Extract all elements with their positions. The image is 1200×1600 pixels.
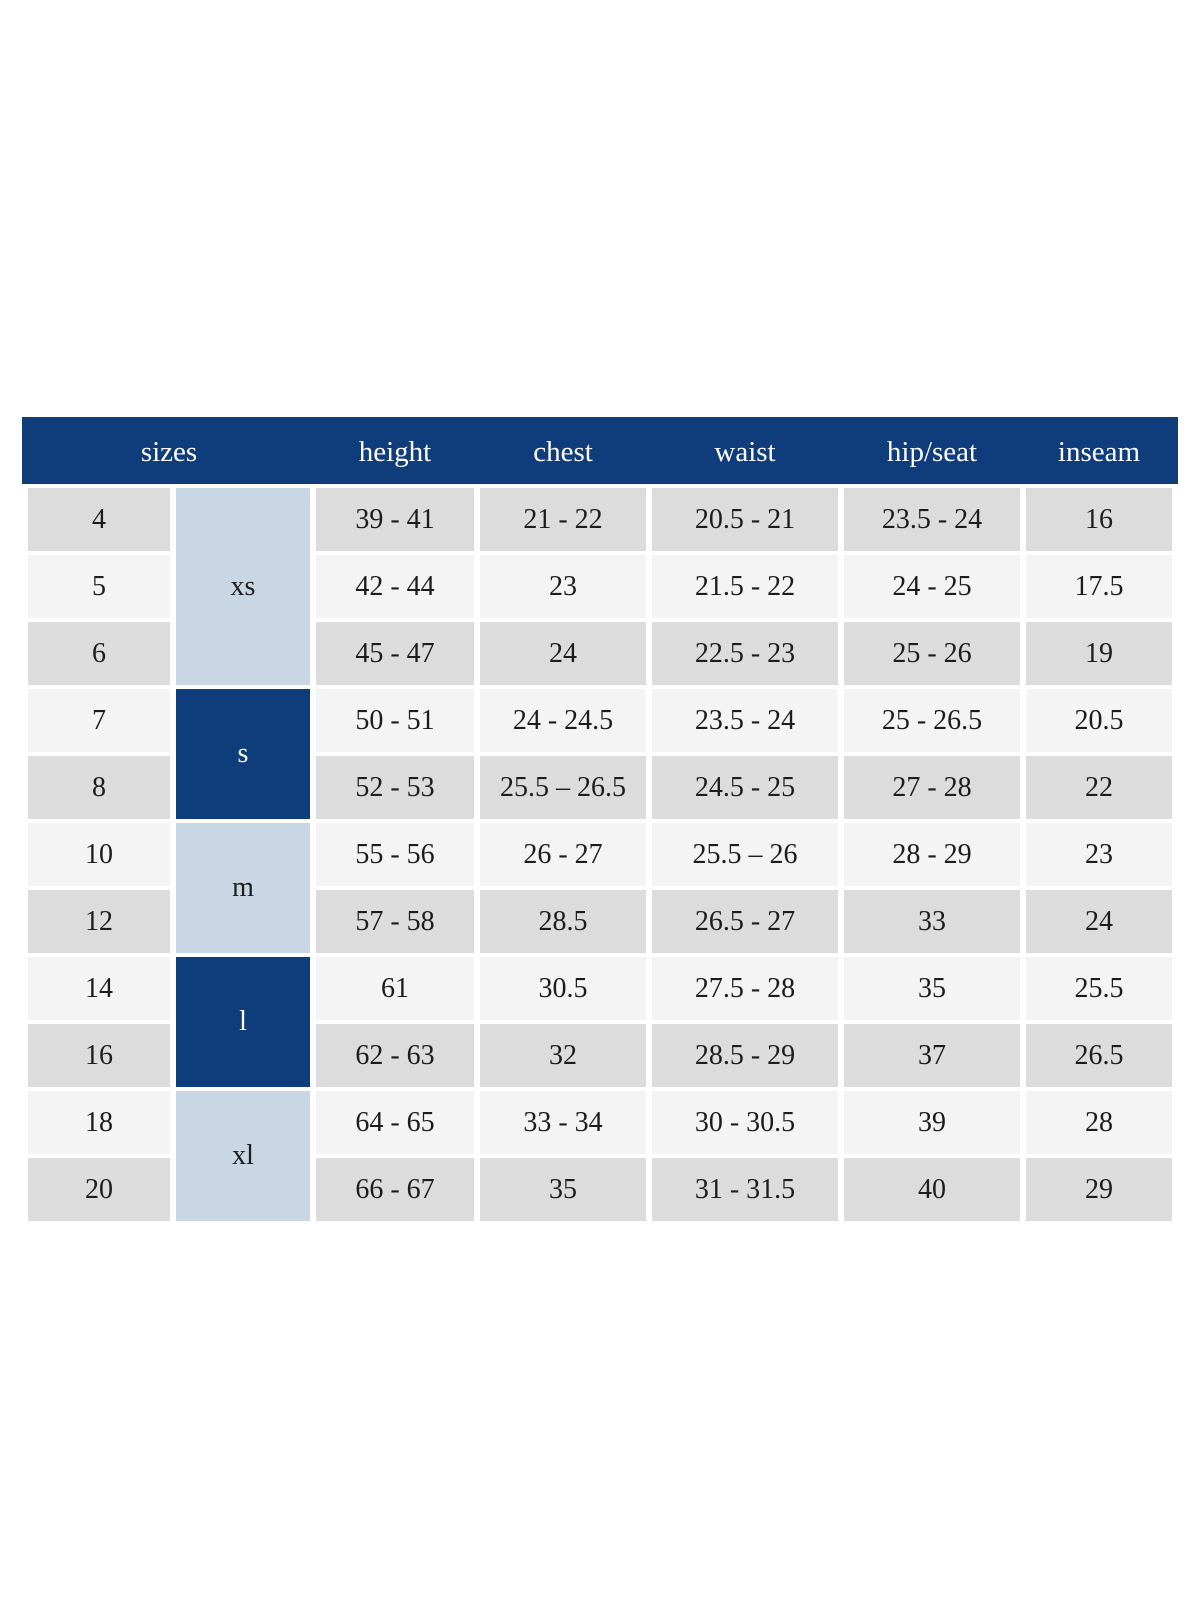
hip-seat-cell: 27 - 28	[844, 756, 1020, 819]
height-cell: 42 - 44	[316, 555, 474, 618]
table-row: 8 52 - 53 25.5 – 26.5 24.5 - 25 27 - 28 …	[28, 756, 1172, 819]
size-number-cell: 10	[28, 823, 170, 886]
waist-cell: 27.5 - 28	[652, 957, 838, 1020]
size-number-cell: 18	[28, 1091, 170, 1154]
size-number-cell: 4	[28, 488, 170, 551]
chest-cell: 35	[480, 1158, 646, 1221]
waist-cell: 20.5 - 21	[652, 488, 838, 551]
size-group-cell-m: m	[176, 823, 310, 953]
height-cell: 57 - 58	[316, 890, 474, 953]
height-cell: 52 - 53	[316, 756, 474, 819]
waist-cell: 26.5 - 27	[652, 890, 838, 953]
hip-seat-cell: 28 - 29	[844, 823, 1020, 886]
chest-cell: 32	[480, 1024, 646, 1087]
inseam-cell: 28	[1026, 1091, 1172, 1154]
hip-seat-cell: 23.5 - 24	[844, 488, 1020, 551]
waist-cell: 25.5 – 26	[652, 823, 838, 886]
height-cell: 50 - 51	[316, 689, 474, 752]
header-row: sizes height chest waist hip/seat inseam	[28, 421, 1172, 484]
chest-cell: 28.5	[480, 890, 646, 953]
size-chart-container: sizes height chest waist hip/seat inseam…	[22, 417, 1178, 1225]
size-group-cell-xl: xl	[176, 1091, 310, 1221]
size-number-cell: 14	[28, 957, 170, 1020]
header-cell-chest: chest	[533, 436, 593, 468]
chest-cell: 24 - 24.5	[480, 689, 646, 752]
waist-cell: 22.5 - 23	[652, 622, 838, 685]
table-row: 7 s 50 - 51 24 - 24.5 23.5 - 24 25 - 26.…	[28, 689, 1172, 819]
table-row: 10 m 55 - 56 26 - 27 25.5 – 26 28 - 29 2…	[28, 823, 1172, 953]
height-cell: 64 - 65	[316, 1091, 474, 1154]
chest-cell: 21 - 22	[480, 488, 646, 551]
height-cell: 39 - 41	[316, 488, 474, 551]
hip-seat-cell: 33	[844, 890, 1020, 953]
inseam-cell: 16	[1026, 488, 1172, 551]
height-cell: 55 - 56	[316, 823, 474, 886]
header-cell-waist: waist	[714, 436, 776, 468]
size-group-cell-l: l	[176, 957, 310, 1087]
table-row: 16 62 - 63 32 28.5 - 29 37 26.5	[28, 1024, 1172, 1087]
hip-seat-cell: 39	[844, 1091, 1020, 1154]
size-number-cell: 16	[28, 1024, 170, 1087]
waist-cell: 30 - 30.5	[652, 1091, 838, 1154]
height-cell: 45 - 47	[316, 622, 474, 685]
size-number-cell: 8	[28, 756, 170, 819]
inseam-cell: 22	[1026, 756, 1172, 819]
hip-seat-cell: 24 - 25	[844, 555, 1020, 618]
header-cell-height: height	[358, 436, 432, 468]
table-row: 18 xl 64 - 65 33 - 34 30 - 30.5 39 28	[28, 1091, 1172, 1221]
waist-cell: 24.5 - 25	[652, 756, 838, 819]
height-cell: 61	[316, 957, 474, 1020]
inseam-cell: 23	[1026, 823, 1172, 886]
header-cell-inseam: inseam	[1057, 436, 1141, 468]
height-cell: 66 - 67	[316, 1158, 474, 1221]
hip-seat-cell: 25 - 26.5	[844, 689, 1020, 752]
hip-seat-cell: 25 - 26	[844, 622, 1020, 685]
chest-cell: 23	[480, 555, 646, 618]
chest-cell: 33 - 34	[480, 1091, 646, 1154]
chest-cell: 25.5 – 26.5	[480, 756, 646, 819]
hip-seat-cell: 40	[844, 1158, 1020, 1221]
table-row: 6 45 - 47 24 22.5 - 23 25 - 26 19	[28, 622, 1172, 685]
inseam-cell: 24	[1026, 890, 1172, 953]
table-row: 5 42 - 44 23 21.5 - 22 24 - 25 17.5	[28, 555, 1172, 618]
size-group-cell-s: s	[176, 689, 310, 819]
inseam-cell: 26.5	[1026, 1024, 1172, 1087]
table-row: 14 l 61 30.5 27.5 - 28 35 25.5	[28, 957, 1172, 1087]
waist-cell: 31 - 31.5	[652, 1158, 838, 1221]
table-row: 20 66 - 67 35 31 - 31.5 40 29	[28, 1158, 1172, 1221]
hip-seat-cell: 35	[844, 957, 1020, 1020]
chest-cell: 24	[480, 622, 646, 685]
table-row: 4 xs 39 - 41 21 - 22 20.5 - 21 23.5 - 24…	[28, 488, 1172, 685]
waist-cell: 23.5 - 24	[652, 689, 838, 752]
table-row: 12 57 - 58 28.5 26.5 - 27 33 24	[28, 890, 1172, 953]
inseam-cell: 20.5	[1026, 689, 1172, 752]
size-number-cell: 7	[28, 689, 170, 752]
size-number-cell: 5	[28, 555, 170, 618]
chest-cell: 26 - 27	[480, 823, 646, 886]
waist-cell: 28.5 - 29	[652, 1024, 838, 1087]
inseam-cell: 19	[1026, 622, 1172, 685]
hip-seat-cell: 37	[844, 1024, 1020, 1087]
header-cell-sizes: sizes	[140, 436, 198, 468]
size-chart-table: sizes height chest waist hip/seat inseam…	[22, 417, 1178, 1225]
header-cell-hip-seat: hip/seat	[886, 436, 978, 468]
inseam-cell: 25.5	[1026, 957, 1172, 1020]
waist-cell: 21.5 - 22	[652, 555, 838, 618]
inseam-cell: 17.5	[1026, 555, 1172, 618]
size-number-cell: 20	[28, 1158, 170, 1221]
size-group-cell-xs: xs	[176, 488, 310, 685]
inseam-cell: 29	[1026, 1158, 1172, 1221]
size-number-cell: 12	[28, 890, 170, 953]
chest-cell: 30.5	[480, 957, 646, 1020]
size-number-cell: 6	[28, 622, 170, 685]
height-cell: 62 - 63	[316, 1024, 474, 1087]
